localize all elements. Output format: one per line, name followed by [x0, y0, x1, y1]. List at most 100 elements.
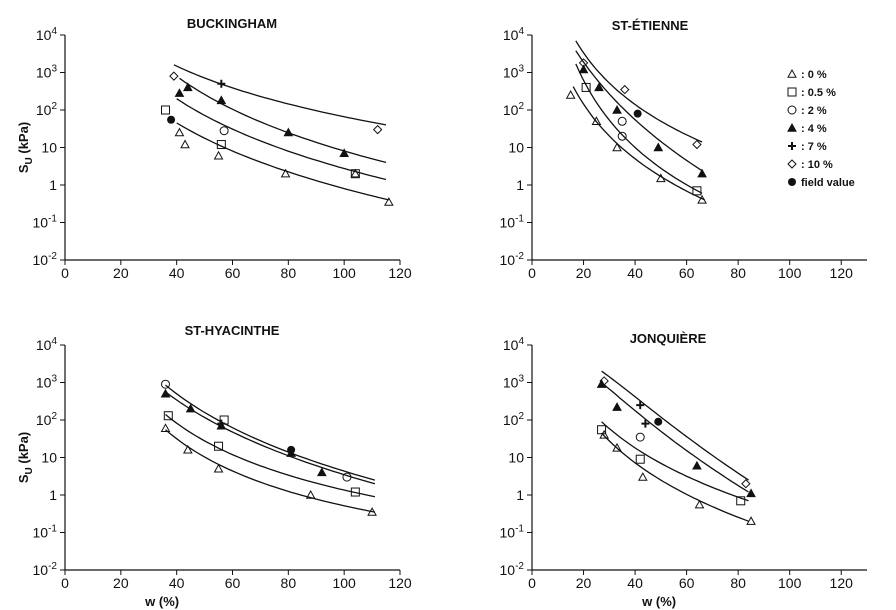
- y-tick-label: 102: [36, 101, 58, 118]
- x-tick-label: 80: [281, 575, 297, 591]
- data-point: [620, 84, 630, 95]
- data-point: [372, 124, 383, 135]
- legend-label: : 2 %: [801, 105, 827, 117]
- legend: : 0 %: 0.5 %: 2 %: 4 %: 7 %: 10 % field v…: [787, 68, 855, 189]
- x-tick-label: 80: [281, 265, 297, 281]
- data-point: [350, 487, 360, 497]
- data-point: [163, 411, 173, 421]
- fit-curve-2: [575, 50, 703, 172]
- fit-curve-3: [165, 413, 376, 498]
- data-point: [316, 467, 327, 477]
- chart-title: BUCKINGHAM: [187, 16, 277, 31]
- y-tick-label: 10-2: [33, 251, 58, 268]
- x-tick-label: 0: [528, 265, 536, 281]
- fit-curve-3: [176, 98, 387, 181]
- x-tick-label: 100: [332, 575, 356, 591]
- legend-marker: [787, 87, 797, 97]
- data-point: [741, 479, 751, 489]
- chart-title: ST-HYACINTHE: [185, 323, 280, 338]
- legend-marker: [787, 122, 797, 132]
- data-point: [599, 429, 610, 439]
- data-point: [578, 58, 589, 68]
- data-point: [596, 379, 607, 388]
- x-axis-label: w (%): [144, 594, 179, 609]
- data-point: [612, 142, 622, 152]
- x-tick-label: 0: [528, 575, 536, 591]
- data-point: [160, 388, 171, 398]
- y-tick-label: 10-1: [33, 524, 58, 541]
- data-point: [694, 499, 705, 509]
- y-tick-label: 10-1: [500, 214, 525, 231]
- x-tick-label: 20: [576, 265, 592, 281]
- data-point: [617, 116, 627, 126]
- data-point: [217, 79, 226, 88]
- y-tick-label: 102: [503, 101, 525, 118]
- x-tick-label: 40: [169, 575, 185, 591]
- x-tick-label: 100: [778, 265, 802, 281]
- legend-label: : 0 %: [801, 69, 827, 81]
- fit-curve-3: [601, 421, 749, 502]
- data-point: [692, 460, 702, 470]
- fit-curve-1: [173, 64, 387, 126]
- data-point: [180, 139, 190, 149]
- data-point: [182, 444, 193, 454]
- data-point: [612, 442, 622, 452]
- data-point: [617, 131, 627, 141]
- data-point: [633, 109, 642, 118]
- data-point: [217, 419, 226, 428]
- y-tick-label: 1: [516, 487, 524, 503]
- data-point: [174, 88, 185, 97]
- chart-panel-3: 0 20 40 60 80 100 12010410310210110-110-2ST-HY…: [16, 323, 412, 609]
- data-point: [654, 417, 663, 426]
- data-point: [692, 139, 702, 150]
- data-point: [565, 90, 576, 99]
- y-tick-label: 10-2: [33, 561, 58, 578]
- y-tick-label: 102: [503, 411, 525, 428]
- data-point: [597, 425, 607, 435]
- data-point: [653, 142, 664, 152]
- legend-label: field value: [801, 177, 855, 189]
- data-point: [581, 82, 591, 92]
- data-point: [746, 516, 756, 525]
- data-point: [182, 82, 193, 92]
- x-tick-label: 0: [61, 265, 69, 281]
- data-point: [283, 127, 294, 137]
- x-tick-label: 120: [388, 265, 412, 281]
- y-tick-label: 10-2: [500, 251, 525, 268]
- y-tick-label: 10: [508, 140, 524, 156]
- x-tick-label: 20: [113, 575, 129, 591]
- data-point: [578, 64, 589, 74]
- data-point: [635, 454, 645, 464]
- data-point: [641, 419, 650, 428]
- x-tick-label: 80: [730, 265, 746, 281]
- data-point: [280, 168, 291, 178]
- chart-panel-2: 0 20 40 60 80 100 12010410310210110-110-2ST-ÉT…: [500, 18, 867, 281]
- x-tick-label: 100: [332, 265, 356, 281]
- data-point: [339, 148, 350, 158]
- fit-curve-4: [601, 432, 749, 522]
- data-point: [612, 402, 622, 411]
- fit-curve-1: [575, 40, 703, 143]
- x-tick-label: 40: [169, 265, 185, 281]
- data-point: [697, 168, 707, 178]
- legend-marker: [788, 178, 796, 186]
- x-tick-label: 60: [225, 575, 241, 591]
- data-point: [636, 401, 645, 410]
- y-tick-label: 103: [503, 374, 525, 391]
- fit-curve-3: [575, 63, 703, 194]
- data-point: [599, 376, 609, 386]
- x-tick-label: 60: [225, 265, 241, 281]
- fit-curve-2: [179, 77, 387, 164]
- data-point: [185, 403, 196, 413]
- data-point: [161, 379, 170, 389]
- fit-curve-2: [165, 391, 376, 485]
- y-tick-label: 104: [503, 26, 525, 43]
- data-point: [213, 150, 224, 160]
- fit-curve-1: [601, 370, 749, 481]
- data-point: [635, 432, 645, 442]
- data-point: [219, 126, 229, 136]
- fit-curve-4: [165, 429, 376, 513]
- data-point: [216, 95, 227, 105]
- y-tick-label: 103: [36, 374, 58, 391]
